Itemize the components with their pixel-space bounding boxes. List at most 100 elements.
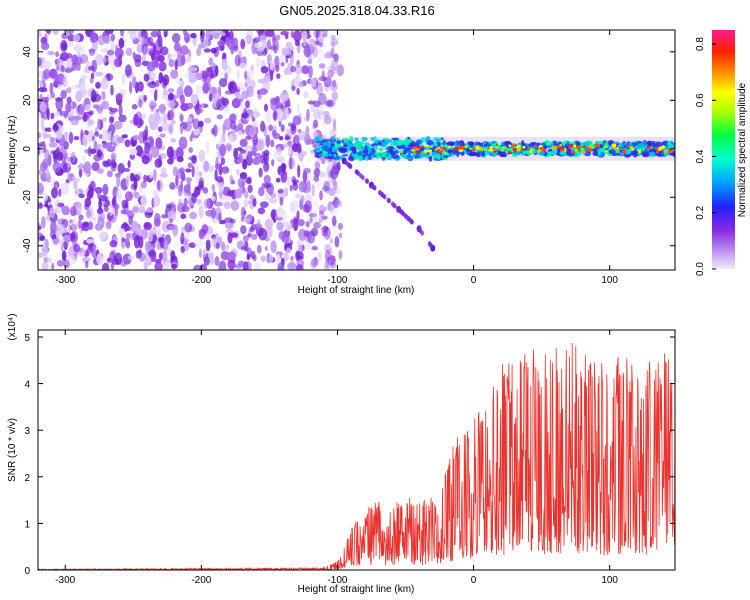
noise-speck xyxy=(183,85,193,97)
noise-speck xyxy=(45,167,50,179)
noise-speck xyxy=(149,88,154,94)
noise-speck xyxy=(189,134,193,142)
noise-speck xyxy=(251,233,258,240)
noise-speck xyxy=(120,30,125,37)
noise-speck xyxy=(75,43,81,54)
noise-speck xyxy=(85,260,89,269)
noise-speck xyxy=(133,236,140,249)
noise-speck xyxy=(94,131,100,137)
noise-speck xyxy=(312,45,319,58)
signal-hotspot xyxy=(560,149,565,152)
arc-speck xyxy=(378,190,383,196)
noise-speck xyxy=(309,38,316,50)
noise-speck xyxy=(247,151,252,159)
noise-speck xyxy=(73,136,80,141)
noise-speck xyxy=(198,205,204,219)
noise-speck xyxy=(329,81,338,92)
noise-speck xyxy=(38,182,45,195)
noise-speck xyxy=(189,200,194,206)
noise-speck xyxy=(78,214,84,221)
signal-hotspot xyxy=(611,143,617,148)
snr-ytick-label: 5 xyxy=(24,333,30,344)
noise-speck xyxy=(283,252,289,261)
signal-speck xyxy=(381,140,389,146)
noise-speck xyxy=(225,228,234,234)
noise-speck xyxy=(81,133,88,146)
noise-speck xyxy=(152,226,157,236)
signal-speck xyxy=(637,143,645,148)
noise-speck xyxy=(169,218,173,224)
noise-speck xyxy=(158,72,164,84)
noise-speck xyxy=(245,177,252,184)
noise-speck xyxy=(313,221,322,229)
noise-speck xyxy=(70,117,79,126)
noise-speck xyxy=(165,203,174,209)
noise-speck xyxy=(62,240,69,248)
noise-speck xyxy=(256,138,265,152)
signal-speck xyxy=(364,155,369,161)
noise-speck xyxy=(101,262,110,270)
noise-speck xyxy=(265,226,273,238)
noise-speck xyxy=(87,243,97,251)
noise-speck xyxy=(38,225,42,230)
noise-speck xyxy=(144,241,152,252)
noise-speck xyxy=(220,157,226,165)
noise-speck xyxy=(308,65,313,79)
noise-speck xyxy=(180,54,186,66)
noise-speck xyxy=(145,207,153,213)
signal-speck xyxy=(373,145,378,151)
noise-speck xyxy=(320,64,326,72)
signal-speck xyxy=(426,139,434,146)
noise-speck xyxy=(107,55,117,64)
noise-speck xyxy=(338,250,343,260)
noise-speck xyxy=(56,260,65,267)
noise-speck xyxy=(200,30,205,44)
signal-hotspot xyxy=(660,145,666,149)
arc-speck xyxy=(390,201,395,207)
signal-speck xyxy=(368,152,375,156)
signal-hotspot xyxy=(669,148,674,153)
noise-speck xyxy=(66,96,72,105)
noise-speck xyxy=(292,216,299,225)
noise-speck xyxy=(267,39,271,50)
noise-speck xyxy=(236,158,243,165)
spectrogram-ytick-label: 0 xyxy=(22,146,33,152)
noise-speck xyxy=(161,95,168,100)
noise-speck xyxy=(83,111,88,123)
noise-speck xyxy=(168,59,175,68)
noise-speck xyxy=(218,78,228,88)
noise-speck xyxy=(60,89,67,99)
noise-speck xyxy=(167,99,176,109)
noise-speck xyxy=(275,177,281,183)
snr-frame xyxy=(37,329,676,571)
noise-speck xyxy=(324,249,331,262)
noise-speck xyxy=(220,96,225,104)
noise-speck xyxy=(273,125,277,131)
noise-speck xyxy=(328,187,336,197)
noise-speck xyxy=(315,104,324,115)
signal-speck xyxy=(578,151,582,156)
noise-speck xyxy=(249,194,255,201)
signal-speck xyxy=(387,145,394,150)
noise-speck xyxy=(311,245,318,251)
noise-speck xyxy=(264,246,268,251)
noise-speck xyxy=(123,168,131,172)
signal-speck xyxy=(378,147,384,152)
noise-speck xyxy=(237,177,246,188)
noise-speck xyxy=(240,225,247,235)
noise-speck xyxy=(179,113,184,123)
signal-speck xyxy=(468,152,476,157)
noise-speck xyxy=(89,48,95,56)
noise-speck xyxy=(122,255,127,261)
noise-speck xyxy=(327,65,336,72)
noise-speck xyxy=(89,30,97,44)
noise-speck xyxy=(254,261,262,270)
noise-speck xyxy=(227,81,234,92)
noise-speck xyxy=(270,139,275,148)
signal-hotspot xyxy=(489,146,494,149)
noise-speck xyxy=(110,262,115,270)
noise-speck xyxy=(190,32,197,39)
noise-speck xyxy=(155,226,162,239)
arc-speck xyxy=(428,241,432,247)
